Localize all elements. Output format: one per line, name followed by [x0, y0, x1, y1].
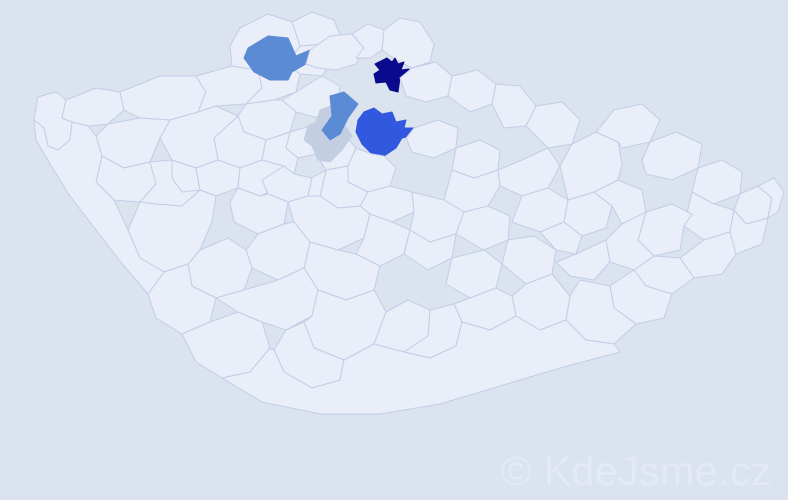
district-zdar[interactable] [455, 205, 511, 251]
district-karvina[interactable] [757, 177, 785, 219]
district-plzen-sever[interactable] [159, 105, 239, 169]
region-ceska-lipa[interactable] [243, 35, 311, 81]
district-ustni-orlici[interactable] [525, 101, 581, 149]
region-jicin[interactable] [355, 107, 415, 157]
district-south-border-strip [221, 315, 621, 415]
district-layer [33, 11, 785, 415]
district-brno-mesto[interactable] [539, 221, 583, 255]
watermark-kdejsme: © KdeJsme.cz [501, 448, 772, 494]
district-svitavy[interactable] [497, 147, 561, 197]
district-jablonec[interactable] [351, 23, 385, 59]
district-trutnov-north[interactable] [381, 17, 435, 69]
district-praha-zapad[interactable] [261, 131, 299, 175]
district-jesenik[interactable] [595, 103, 661, 149]
district-hradec-kralove[interactable] [405, 119, 459, 159]
district-liberec[interactable] [305, 33, 365, 71]
district-vyskov[interactable] [555, 239, 611, 281]
district-nw-frontier [33, 119, 165, 295]
district-sokolov[interactable] [61, 87, 125, 127]
district-pelhrimov[interactable] [355, 213, 411, 267]
region-mlada-boleslav[interactable] [321, 91, 359, 141]
district-trutnov[interactable] [399, 61, 453, 103]
district-ceske-budejovice[interactable] [215, 267, 319, 331]
district-bruntal[interactable] [641, 131, 703, 181]
district-nachod[interactable] [447, 69, 497, 113]
district-plzen-mesto[interactable] [171, 159, 201, 193]
